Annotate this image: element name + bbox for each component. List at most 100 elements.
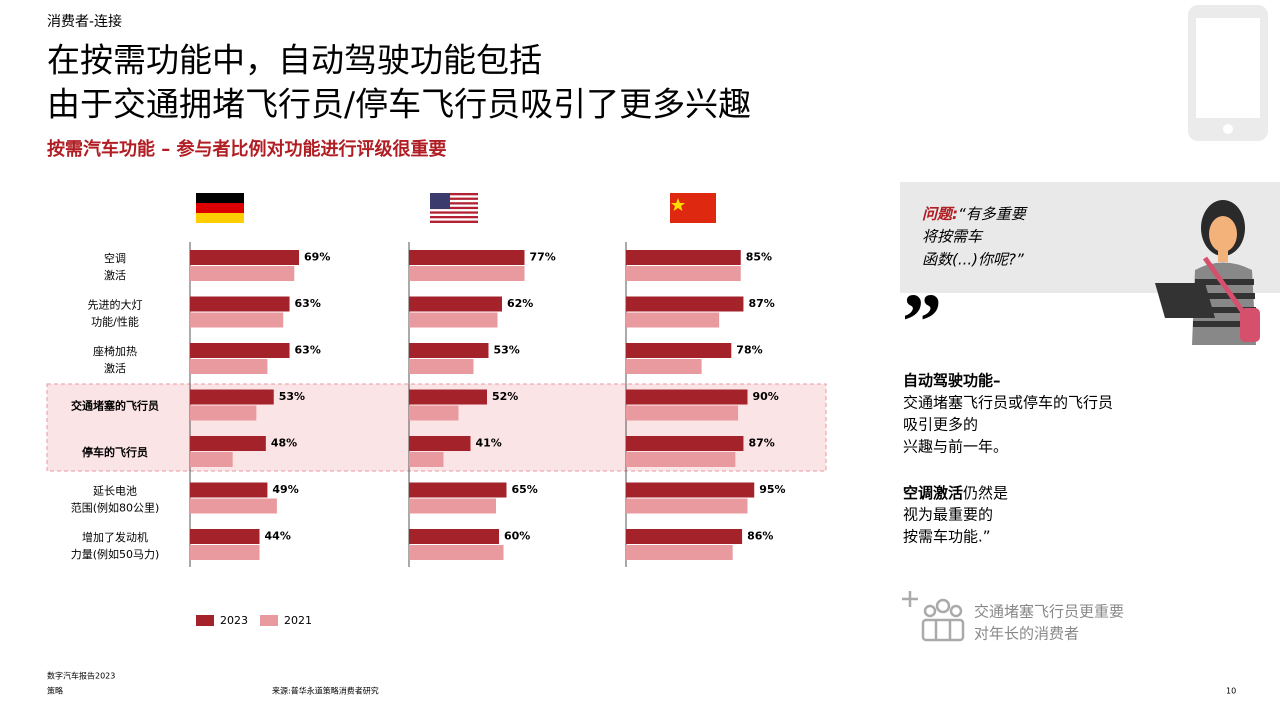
category-label: 力量(例如50马力) <box>71 547 160 561</box>
value-label: 49% <box>272 483 298 496</box>
bar <box>409 296 502 312</box>
value-label: 95% <box>759 483 785 496</box>
bar <box>409 529 499 544</box>
bar <box>626 529 743 544</box>
bar <box>626 436 744 451</box>
people-icon <box>902 591 965 642</box>
category-label: 空调 <box>104 251 126 265</box>
value-label: 44% <box>265 530 291 543</box>
bar <box>626 545 733 560</box>
bar <box>190 296 290 312</box>
category-label: 先进的大灯 <box>88 298 143 312</box>
bar <box>409 266 525 281</box>
value-label: 87% <box>748 437 774 450</box>
value-label: 63% <box>295 344 321 357</box>
question-line: 函数(...)你呢?” <box>922 251 1024 269</box>
bar <box>190 482 268 498</box>
question: 问题:“有多重要 <box>922 205 1028 223</box>
bar <box>409 389 487 405</box>
insight-line: 交通堵塞飞行员更重要 <box>974 603 1124 621</box>
page-number: 10 <box>1226 687 1236 696</box>
question-label: 问题: <box>922 205 958 223</box>
category-label: 范围(例如80公里) <box>71 501 160 515</box>
quote-line: 吸引更多的 <box>903 416 978 434</box>
bar <box>409 405 459 421</box>
value-label: 53% <box>279 390 305 403</box>
bar <box>626 389 748 405</box>
bar <box>409 452 444 467</box>
quote-line: 兴趣与前一年。 <box>903 438 1008 456</box>
bar <box>409 498 496 514</box>
bar <box>409 343 489 358</box>
quote-line: 交通堵塞飞行员或停车的飞行员 <box>903 394 1113 412</box>
value-label: 90% <box>753 390 779 403</box>
bar <box>190 312 284 328</box>
legend-label: 2023 <box>220 614 248 627</box>
category-label: 延长电池 <box>93 485 137 498</box>
bar <box>190 389 274 405</box>
header: 消费者-连接 <box>47 13 122 30</box>
bar <box>626 343 732 358</box>
quote-mark: ” <box>902 278 942 366</box>
flag-china <box>670 193 716 223</box>
quote-line: 视为最重要的 <box>903 506 993 524</box>
subtitle: 按需汽车功能 – 参与者比例对功能进行评级很重要 <box>47 138 447 160</box>
question-line: 将按需车 <box>922 228 984 246</box>
bar <box>190 436 266 451</box>
bar <box>409 250 525 265</box>
phone-icon <box>1188 5 1268 141</box>
bar <box>626 312 720 328</box>
bar <box>190 359 268 374</box>
value-label: 41% <box>476 437 502 450</box>
bar <box>190 343 290 358</box>
bar <box>190 452 233 467</box>
quote-heading: 自动驾驶功能– <box>903 372 1001 390</box>
value-label: 85% <box>746 251 772 264</box>
bar <box>190 250 300 265</box>
bar <box>409 312 498 328</box>
title-line: 由于交通拥堵飞行员/停车飞行员吸引了更多兴趣 <box>47 85 751 124</box>
category-label: 激活 <box>104 268 126 282</box>
category-label: 激活 <box>104 361 126 375</box>
value-label: 78% <box>736 344 762 357</box>
footer-section: 策略 <box>47 686 63 696</box>
quote-bold: 空调激活 <box>903 484 963 502</box>
value-label: 63% <box>295 297 321 310</box>
value-label: 48% <box>271 437 297 450</box>
bar <box>626 250 741 265</box>
bar <box>626 296 744 312</box>
value-label: 65% <box>512 483 538 496</box>
quote-text: 仍然是 <box>963 484 1008 502</box>
value-label: 53% <box>494 344 520 357</box>
footer-report: 数字汽车报告2023 <box>47 671 115 681</box>
quote-line: 空调激活仍然是 <box>903 484 1008 502</box>
bar <box>190 529 260 544</box>
insight-line: 对年长的消费者 <box>974 625 1079 643</box>
bar <box>626 452 736 467</box>
category-label: 增加了发动机 <box>82 530 148 544</box>
bar <box>626 498 748 514</box>
bar <box>409 359 474 374</box>
footer-source: 来源:普华永道策略消费者研究 <box>272 686 379 696</box>
legend-label: 2021 <box>284 614 312 627</box>
title-line: 在按需功能中，自动驾驶功能包括 <box>47 41 542 80</box>
bar <box>626 266 741 281</box>
bar <box>190 405 257 421</box>
flag-germany <box>196 193 244 223</box>
value-label: 87% <box>748 297 774 310</box>
bar <box>626 405 739 421</box>
category-label: 功能/性能 <box>91 315 139 329</box>
person-illustration <box>1155 200 1260 345</box>
bar <box>409 436 471 451</box>
category-label: 停车的飞行员 <box>82 445 148 459</box>
bar <box>409 482 507 498</box>
bar <box>409 545 504 560</box>
bar <box>190 545 260 560</box>
value-label: 86% <box>747 530 773 543</box>
question-line: “有多重要 <box>958 205 1028 223</box>
category-label: 交通堵塞的飞行员 <box>71 399 159 413</box>
value-label: 77% <box>530 251 556 264</box>
bar <box>626 482 755 498</box>
category-label: 座椅加热 <box>93 344 137 358</box>
